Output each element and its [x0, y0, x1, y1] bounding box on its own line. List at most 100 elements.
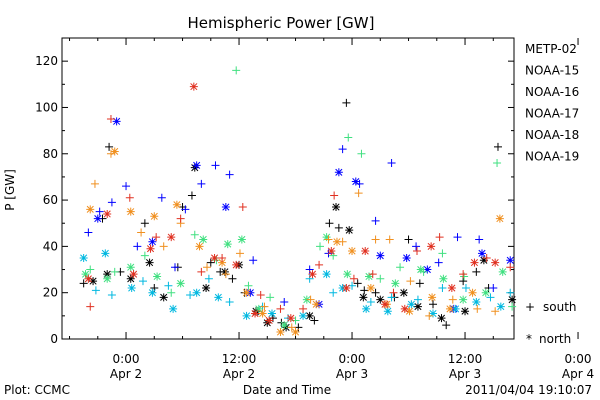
point-noaa-16-north — [472, 297, 481, 306]
point-noaa-19-south — [276, 304, 285, 313]
point-noaa-18-south — [406, 277, 415, 286]
point-noaa-18-north — [258, 309, 267, 318]
point-noaa-16-north — [407, 300, 416, 309]
point-noaa-18-north — [366, 284, 375, 293]
legend-item-noaa-18: NOAA-18 — [525, 128, 579, 142]
point-noaa-18-south — [324, 235, 333, 244]
point-noaa-15-north — [506, 256, 515, 265]
point-noaa-15-south — [280, 297, 289, 306]
point-noaa-19-north — [129, 270, 138, 279]
point-noaa-19-north — [342, 284, 351, 293]
point-noaa-18-south — [473, 304, 482, 313]
point-noaa-18-south — [491, 307, 500, 316]
point-noaa-18-south — [159, 242, 168, 251]
point-noaa-17-north — [391, 279, 400, 288]
point-metp-02-north — [159, 293, 168, 302]
point-noaa-15-south — [122, 182, 131, 191]
y-tick-label: 120 — [35, 54, 58, 68]
data-points — [79, 66, 517, 337]
point-noaa-18-north — [276, 328, 285, 337]
point-noaa-15-south — [133, 242, 142, 251]
point-noaa-19-south — [256, 291, 265, 300]
point-noaa-19-south — [435, 233, 444, 242]
point-noaa-19-north — [84, 274, 93, 283]
point-noaa-15-south — [211, 161, 220, 170]
legend-item-metp-02: METP-02 — [525, 42, 577, 56]
point-noaa-19-north — [232, 260, 241, 269]
point-noaa-16-south — [138, 277, 147, 286]
point-noaa-17-north — [343, 270, 352, 279]
point-noaa-19-south — [330, 191, 339, 200]
point-noaa-15-south — [157, 193, 166, 202]
point-noaa-15-south — [453, 233, 462, 242]
point-noaa-18-south — [260, 302, 269, 311]
point-noaa-18-north — [468, 288, 477, 297]
point-noaa-15-north — [402, 253, 411, 262]
point-noaa-16-south — [107, 291, 116, 300]
point-noaa-17-north — [153, 272, 162, 281]
north-marker-symbol: * — [526, 332, 532, 346]
point-noaa-15-north — [423, 265, 432, 274]
point-noaa-17-north — [481, 288, 490, 297]
point-noaa-18-south — [221, 270, 230, 279]
point-noaa-19-north — [265, 316, 274, 325]
y-tick-label: 80 — [43, 147, 58, 161]
point-metp-02-south — [79, 279, 88, 288]
point-metp-02-south — [206, 258, 215, 267]
point-noaa-16-south — [204, 274, 213, 283]
point-noaa-17-north — [254, 304, 263, 313]
point-metp-02-north — [359, 293, 368, 302]
point-metp-02-south — [353, 279, 362, 288]
point-noaa-18-south — [203, 263, 212, 272]
point-metp-02-south — [442, 321, 451, 330]
point-noaa-19-north — [447, 284, 456, 293]
point-noaa-18-south — [235, 249, 244, 258]
point-noaa-16-south — [413, 295, 422, 304]
marker-legend-north: * north — [526, 332, 571, 346]
point-noaa-19-south — [482, 253, 491, 262]
y-tick-label: 60 — [43, 193, 58, 207]
point-noaa-18-south — [287, 323, 296, 332]
point-noaa-15-south — [387, 159, 396, 168]
point-metp-02-south — [310, 316, 319, 325]
x-axis-label: Date and Time — [243, 383, 331, 397]
point-noaa-17-north — [322, 233, 331, 242]
point-noaa-18-south — [306, 295, 315, 304]
point-noaa-16-north — [267, 309, 276, 318]
point-noaa-17-south — [86, 265, 95, 274]
x-tick-label-time: 12:00 — [222, 352, 257, 366]
point-metp-02-north — [479, 256, 488, 265]
point-metp-02-south — [371, 288, 380, 297]
point-noaa-19-north — [327, 247, 336, 256]
point-metp-02-north — [437, 314, 446, 323]
point-noaa-17-south — [438, 249, 447, 258]
point-noaa-17-north — [459, 295, 468, 304]
chart-title: Hemispheric Power [GW] — [188, 14, 375, 32]
point-noaa-19-south — [413, 247, 422, 256]
point-noaa-15-north — [112, 117, 121, 126]
point-noaa-17-south — [508, 302, 517, 311]
point-noaa-16-south — [225, 297, 234, 306]
point-metp-02-south — [404, 235, 413, 244]
point-noaa-17-south — [376, 274, 385, 283]
point-noaa-18-north — [428, 293, 437, 302]
south-marker-symbol: + — [525, 300, 535, 314]
point-noaa-16-north — [496, 302, 505, 311]
point-noaa-19-south — [106, 115, 115, 124]
point-noaa-16-north — [362, 304, 371, 313]
point-noaa-17-south — [140, 251, 149, 260]
marker-legend-south: + south — [525, 300, 577, 314]
point-noaa-17-south — [244, 281, 253, 290]
plot-frame — [61, 37, 515, 340]
point-noaa-19-south — [299, 304, 308, 313]
point-noaa-15-south — [225, 170, 234, 179]
point-noaa-17-north — [199, 235, 208, 244]
point-noaa-16-south — [305, 274, 314, 283]
x-tick-label-date: Apr 3 — [449, 367, 481, 381]
point-noaa-17-north — [176, 279, 185, 288]
y-axis: 0 20 40 60 80 100 120 — [35, 54, 514, 346]
point-noaa-16-north — [79, 253, 88, 262]
point-noaa-17-north — [103, 274, 112, 283]
x-tick-label-time: 0:00 — [339, 352, 366, 366]
